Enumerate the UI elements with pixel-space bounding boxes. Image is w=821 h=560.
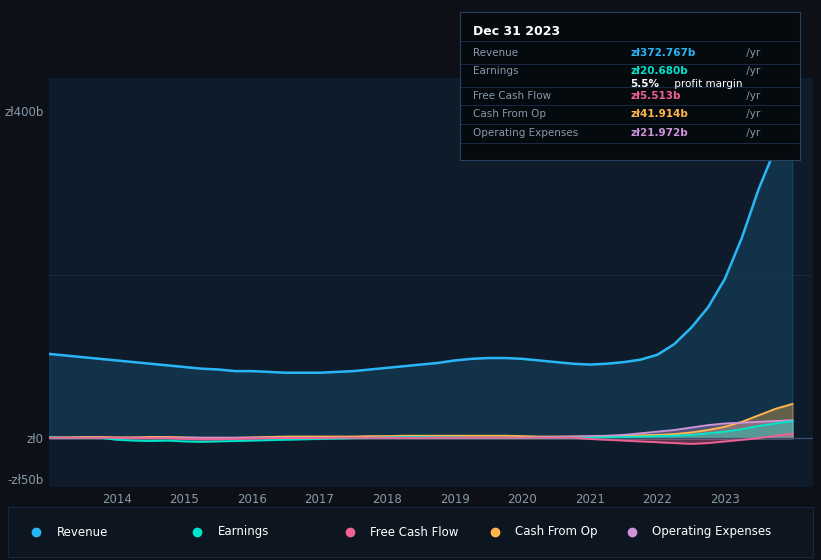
Text: /yr: /yr xyxy=(742,109,759,119)
Text: /yr: /yr xyxy=(742,66,759,76)
Text: zł5.513b: zł5.513b xyxy=(631,91,681,101)
Text: zł21.972b: zł21.972b xyxy=(631,128,688,138)
Text: Free Cash Flow: Free Cash Flow xyxy=(370,525,459,539)
Text: zł20.680b: zł20.680b xyxy=(631,66,688,76)
Text: profit margin: profit margin xyxy=(671,79,742,88)
Text: Revenue: Revenue xyxy=(57,525,108,539)
Text: Cash From Op: Cash From Op xyxy=(474,109,547,119)
Text: Earnings: Earnings xyxy=(218,525,268,539)
Text: /yr: /yr xyxy=(742,48,759,58)
Text: zł372.767b: zł372.767b xyxy=(631,48,695,58)
Text: /yr: /yr xyxy=(742,128,759,138)
Text: Operating Expenses: Operating Expenses xyxy=(652,525,771,539)
Text: 5.5%: 5.5% xyxy=(631,79,659,88)
Text: Revenue: Revenue xyxy=(474,48,519,58)
Text: Cash From Op: Cash From Op xyxy=(515,525,598,539)
Text: Earnings: Earnings xyxy=(474,66,519,76)
Text: Dec 31 2023: Dec 31 2023 xyxy=(474,25,561,38)
Text: Free Cash Flow: Free Cash Flow xyxy=(474,91,552,101)
Text: Operating Expenses: Operating Expenses xyxy=(474,128,579,138)
Text: zł41.914b: zł41.914b xyxy=(631,109,688,119)
Text: /yr: /yr xyxy=(742,91,759,101)
